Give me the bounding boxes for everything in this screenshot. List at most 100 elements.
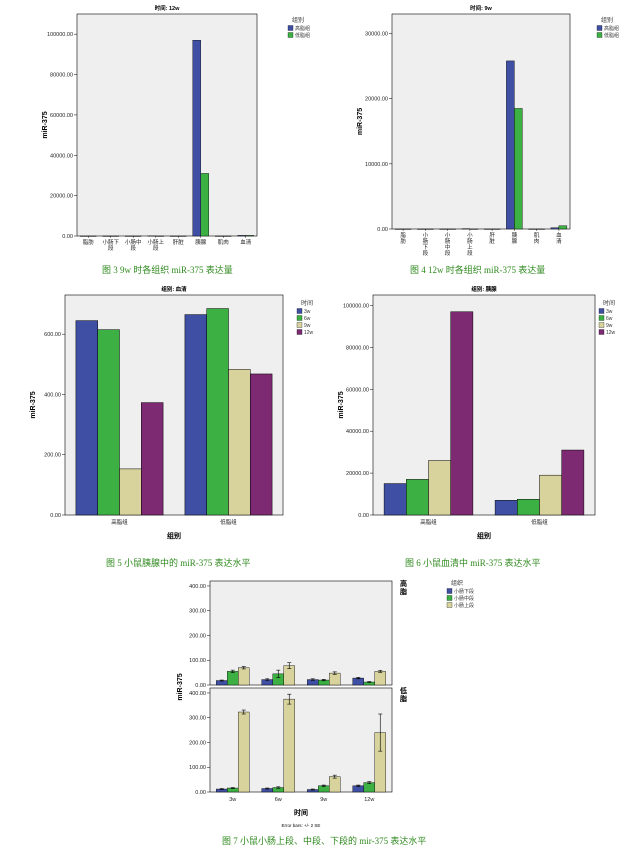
fig4-xtick-label: 血清 [556, 231, 562, 245]
fig7-bar [329, 672, 341, 686]
fig3-legend-swatch [287, 32, 294, 38]
fig5-legend-label: 9w [304, 323, 311, 329]
fig5-bar [119, 468, 142, 516]
fig5-bar [228, 369, 251, 516]
fig6-bar [539, 474, 562, 516]
fig3-chart: 时间: 12w 0.00 20000.00 40000.00 60000.00 80000… [20, 0, 320, 260]
fig3-bar [245, 235, 254, 237]
fig7-bar [238, 667, 250, 686]
fig5-xtick-label: 高脂组 [111, 518, 128, 526]
fig7-panel [209, 687, 393, 793]
fig3-xtick-label: 胰腺 [195, 238, 207, 246]
fig5-bar [184, 314, 207, 516]
fig5-legend-swatch [296, 322, 303, 328]
fig5-caption: 图 5 小鼠胰腺中的 miR-375 表达水平 [106, 558, 251, 568]
fig6-legend-label: 12w [606, 330, 616, 336]
fig3-legend-label: 高脂组 [295, 25, 310, 32]
fig5-legend-title: 时间 [301, 299, 313, 307]
fig7-xtick-label: 3w [229, 797, 236, 803]
fig6-legend-label: 3w [606, 309, 613, 315]
fig4-legend-swatch [596, 32, 603, 38]
fig7-xtick-label: 12w [364, 797, 374, 803]
fig6-ytick-label: 100000.00 [343, 303, 369, 309]
fig7-legend-label: 小肠上段 [454, 602, 474, 609]
fig4-chart: 时间: 9w 0.00 10000.00 20000.00 30000.00 miR-37… [335, 0, 635, 260]
fig7-bar [227, 671, 239, 686]
fig3-xtick-label: 小肠上段 [147, 238, 164, 252]
fig7-chart: 0.00 100.00 200.00 300.00 400.00 高脂 0.00 100.00… [170, 575, 500, 830]
fig3-xtick-label: 小肠下段 [102, 238, 119, 252]
fig7-xtick-label: 9w [320, 797, 327, 803]
fig6-legend-label: 9w [606, 323, 613, 329]
fig6-caption: 图 6 小鼠血清中 miR-375 表达水平 [405, 558, 541, 568]
fig3-legend-label: 低脂组 [295, 32, 310, 39]
fig6-legend-title: 时间 [603, 299, 615, 307]
fig3-caption: 图 3 9w 时各组织 miR-375 表达量 [102, 265, 233, 275]
fig3-xtick-label: 脂肪 [83, 238, 95, 246]
fig6-xtick-label: 低脂组 [531, 518, 548, 526]
fig5-bar [75, 320, 98, 516]
fig3-ytick-label: 100000.00 [47, 32, 73, 38]
fig7-footnote: Error bars: +/- 2 SE [282, 823, 321, 828]
fig5-y-axis-label: miR-375 [30, 391, 37, 418]
fig7-caption: 图 7 小鼠小肠上段、中段、下段的 mir-375 表达水平 [222, 836, 427, 846]
fig3-bar [237, 235, 246, 237]
fig7-legend-swatch [446, 602, 453, 608]
fig6-xtick-label: 高脂组 [420, 518, 437, 526]
fig6-legend-swatch [598, 315, 605, 321]
fig7-bar [363, 782, 375, 793]
fig3-plot-area [76, 13, 258, 237]
fig5-ytick-label: 200.00 [44, 453, 61, 459]
fig5-legend-label: 6w [304, 316, 311, 322]
fig6-ytick-label: 0.00 [358, 513, 369, 519]
fig7-bar [374, 671, 386, 686]
fig6-bar [428, 460, 451, 516]
fig3-legend-title: 组别 [292, 16, 304, 24]
fig5-bar [141, 402, 164, 516]
fig3-xtick-label: 小肠中段 [125, 238, 142, 252]
fig7-panel-label: 低脂 [399, 686, 407, 703]
fig7-legend-swatch [446, 588, 453, 594]
fig5-legend-swatch [296, 308, 303, 314]
fig4-ytick-label: 10000.00 [365, 162, 388, 168]
fig4-xtick-label: 肝脏 [489, 232, 495, 245]
fig3-ytick-label: 80000.00 [50, 73, 73, 79]
fig7-ytick-label: 0.00 [195, 790, 206, 796]
fig4-bar [550, 227, 560, 230]
fig7-bar [238, 711, 250, 793]
fig4-ytick-label: 30000.00 [365, 32, 388, 38]
fig6-ytick-label: 40000.00 [346, 429, 369, 435]
fig5-ytick-label: 400.00 [44, 392, 61, 398]
fig7-ytick-label: 300.00 [189, 609, 206, 615]
fig6-y-axis-label: miR-375 [338, 391, 345, 418]
fig6-bar [494, 500, 518, 516]
fig4-xtick-label: 小肠上段 [467, 231, 473, 257]
fig6-ytick-label: 80000.00 [346, 345, 369, 351]
fig4-xtick-label: 肌肉 [534, 232, 540, 245]
fig4-legend-swatch [596, 25, 603, 31]
fig6-bar [450, 311, 474, 516]
fig7-ytick-label: 200.00 [189, 633, 206, 639]
fig3-bar [192, 40, 201, 237]
fig6-title: 组别: 胰腺 [471, 285, 497, 293]
fig4-ytick-label: 20000.00 [365, 97, 388, 103]
fig6-bar [517, 499, 540, 516]
fig3-ytick-label: 40000.00 [50, 153, 73, 159]
fig5-bar [250, 373, 273, 516]
fig7-legend-label: 小肠下段 [454, 588, 474, 595]
fig4-caption: 图 4 12w 时各组织 miR-375 表达量 [410, 265, 546, 275]
fig4-bar [506, 60, 515, 230]
fig4-y-axis-label: miR-375 [357, 108, 364, 135]
fig7-ytick-label: 100.00 [189, 765, 206, 771]
fig4-xtick-label: 脂肪 [400, 231, 406, 245]
fig4-legend-label: 低脂组 [604, 32, 619, 39]
fig4-ytick-label: 0.00 [377, 227, 388, 233]
fig7-xtick-label: 6w [275, 797, 282, 803]
fig5-legend-swatch [296, 315, 303, 321]
fig7-legend-title: 组织 [451, 579, 463, 587]
fig7-ytick-label: 0.00 [195, 683, 206, 689]
fig6-bar [406, 479, 429, 516]
fig3-xtick-label: 肌肉 [218, 238, 229, 246]
fig5-xtick-label: 低脂组 [220, 518, 237, 526]
fig4-legend-label: 高脂组 [604, 25, 619, 32]
